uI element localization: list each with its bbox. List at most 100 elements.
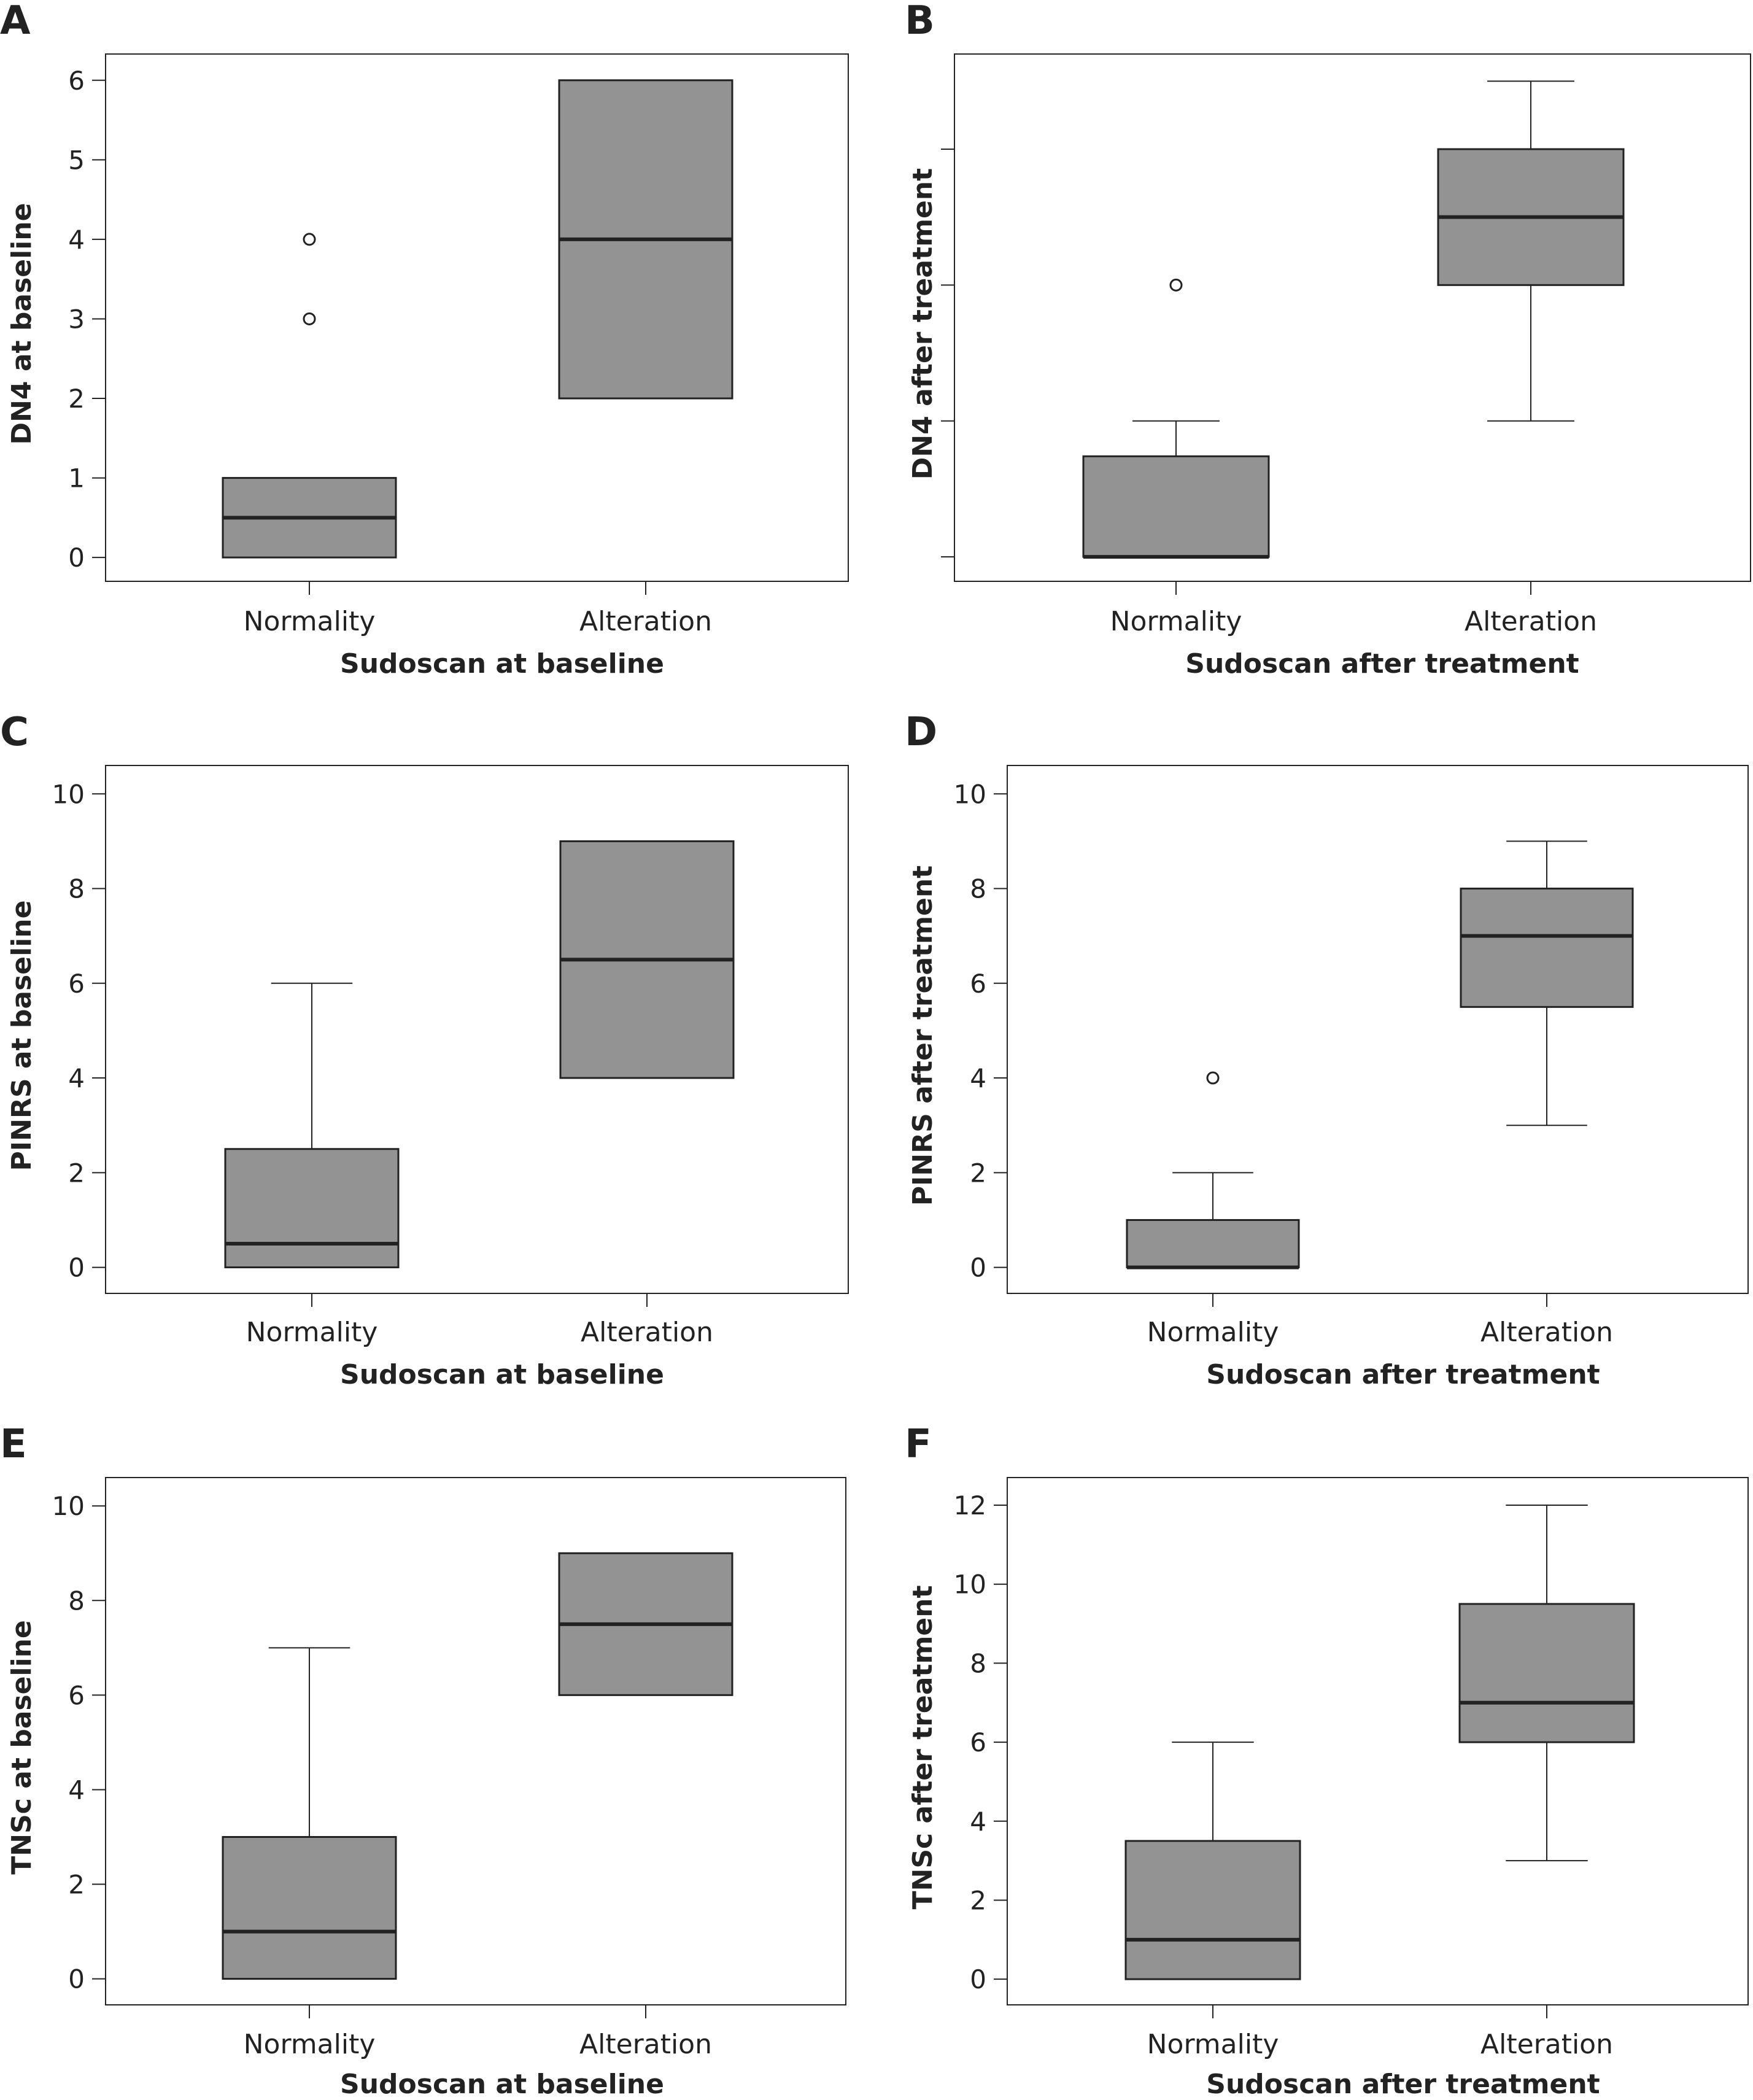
y-tick-label: 10 [52,779,85,809]
box-alteration [558,79,733,400]
panel-letter-c: C [0,710,29,755]
y-tick-label: 6 [68,66,85,96]
y-tick-label: 0 [970,1964,986,1994]
x-tick-label: Normality [1147,2029,1279,2060]
box-normality [1126,1071,1300,1269]
y-tick-label: 10 [954,779,986,809]
panel-f: F 0 2 4 6 8 10 12 Normality Alteration Sudoscan af… [905,1422,1749,2100]
x-axis-title: Sudoscan after treatment [1206,2069,1600,2097]
y-tick-label: 4 [970,1063,986,1093]
y-tick-label: 2 [970,1885,986,1915]
y-tick-label: 5 [68,145,85,175]
plot-frame [1007,1477,1749,2005]
y-tick-label: 8 [970,874,986,904]
box-alteration [559,840,735,1079]
y-tick-label: 8 [970,1648,986,1678]
x-axis-title: Sudoscan at baseline [340,648,664,680]
outlier-point [1169,278,1183,292]
y-axis-title: TNSc at baseline [6,1620,37,1875]
iqr-box [1458,1603,1635,1743]
box-alteration [1460,840,1634,1126]
outlier-point [303,233,316,246]
panel-letter-a: A [0,0,31,44]
plot-frame [105,1477,846,2005]
y-tick-label: 2 [68,1870,85,1900]
y-tick-label: 12 [954,1490,986,1521]
y-axis [941,148,954,558]
iqr-box [222,1836,397,1980]
panel-letter-f: F [905,1422,932,1467]
y-tick-label: 6 [68,1680,85,1710]
y-tick-label: 6 [970,1727,986,1757]
x-tick-label: Alteration [1480,1317,1613,1348]
y-tick-label: 6 [970,969,986,999]
iqr-box [224,1148,400,1269]
panel-c: C 0 2 4 6 8 10 Normality Alteration Sudoscan at b… [0,710,849,1390]
outlier-point [1206,1071,1220,1085]
plot-frame [954,53,1751,582]
iqr-box [1126,1219,1300,1269]
x-tick-label: Alteration [579,606,712,637]
x-axis-title: Sudoscan at baseline [340,1359,664,1390]
box-normality [1124,1742,1301,1980]
y-tick-label: 0 [68,543,85,573]
panel-letter-b: B [905,0,935,44]
y-axis: 0 2 4 6 8 10 [954,779,1007,1283]
y-tick-label: 0 [68,1964,85,1994]
x-tick-label: Alteration [579,2029,712,2060]
y-tick-label: 2 [68,1158,85,1188]
x-tick-label: Alteration [1480,2029,1613,2060]
y-tick-label: 2 [68,384,85,414]
y-tick-label: 4 [68,1063,85,1093]
y-axis: 0 2 4 6 8 10 [52,1491,106,1994]
plot-frame [105,765,849,1294]
box-normality [224,982,400,1269]
panel-letter-e: E [0,1422,27,1467]
iqr-box [1460,888,1634,1008]
y-axis-title: PINRS at baseline [6,901,37,1171]
x-tick-label: Normality [244,2029,376,2060]
y-axis-title: DN4 at baseline [6,203,37,445]
iqr-box [1082,455,1270,558]
y-tick-label: 1 [68,463,85,494]
box-normality [222,1647,397,1980]
y-tick-label: 4 [68,1775,85,1805]
box-normality [1082,278,1270,559]
x-axis-title: Sudoscan after treatment [1185,648,1579,680]
x-tick-label: Normality [1147,1317,1279,1348]
y-tick-label: 0 [970,1253,986,1283]
y-tick-label: 3 [68,304,85,334]
box-normality [222,233,397,559]
iqr-box [1124,1840,1301,1980]
y-tick-label: 10 [52,1491,85,1521]
y-tick-label: 8 [68,1586,85,1616]
outlier-point [303,312,316,325]
y-tick-label: 8 [68,874,85,904]
y-axis-title: DN4 after treatment [907,168,938,479]
y-axis: 0 2 4 6 8 10 [52,779,106,1283]
y-tick-label: 4 [970,1807,986,1837]
y-tick-label: 2 [970,1158,986,1188]
x-tick-label: Alteration [581,1317,713,1348]
y-axis: 0 2 4 6 8 10 12 [954,1490,1007,1994]
y-axis: 0 1 2 3 4 5 6 [68,66,106,573]
panel-a: A 0 1 2 3 4 5 6 Normality Alteration Sudoscan at b… [0,0,849,680]
plot-frame [105,53,849,582]
panel-b: B Normality Alteration Sudoscan after treat… [905,0,1751,680]
y-tick-label: 4 [68,225,85,255]
y-axis-title: TNSc after treatment [907,1586,938,1910]
x-tick-label: Alteration [1465,606,1597,637]
box-alteration [1437,80,1625,422]
y-tick-label: 0 [68,1253,85,1283]
x-tick-label: Normality [246,1317,378,1348]
y-tick-label: 6 [68,969,85,999]
box-alteration [1458,1505,1635,1862]
box-alteration [558,1552,733,1696]
y-tick-label: 10 [954,1570,986,1600]
y-axis-title: PINRS after treatment [907,866,938,1206]
x-tick-label: Normality [1110,606,1242,637]
x-axis-title: Sudoscan after treatment [1206,1359,1600,1390]
x-tick-label: Normality [244,606,376,637]
